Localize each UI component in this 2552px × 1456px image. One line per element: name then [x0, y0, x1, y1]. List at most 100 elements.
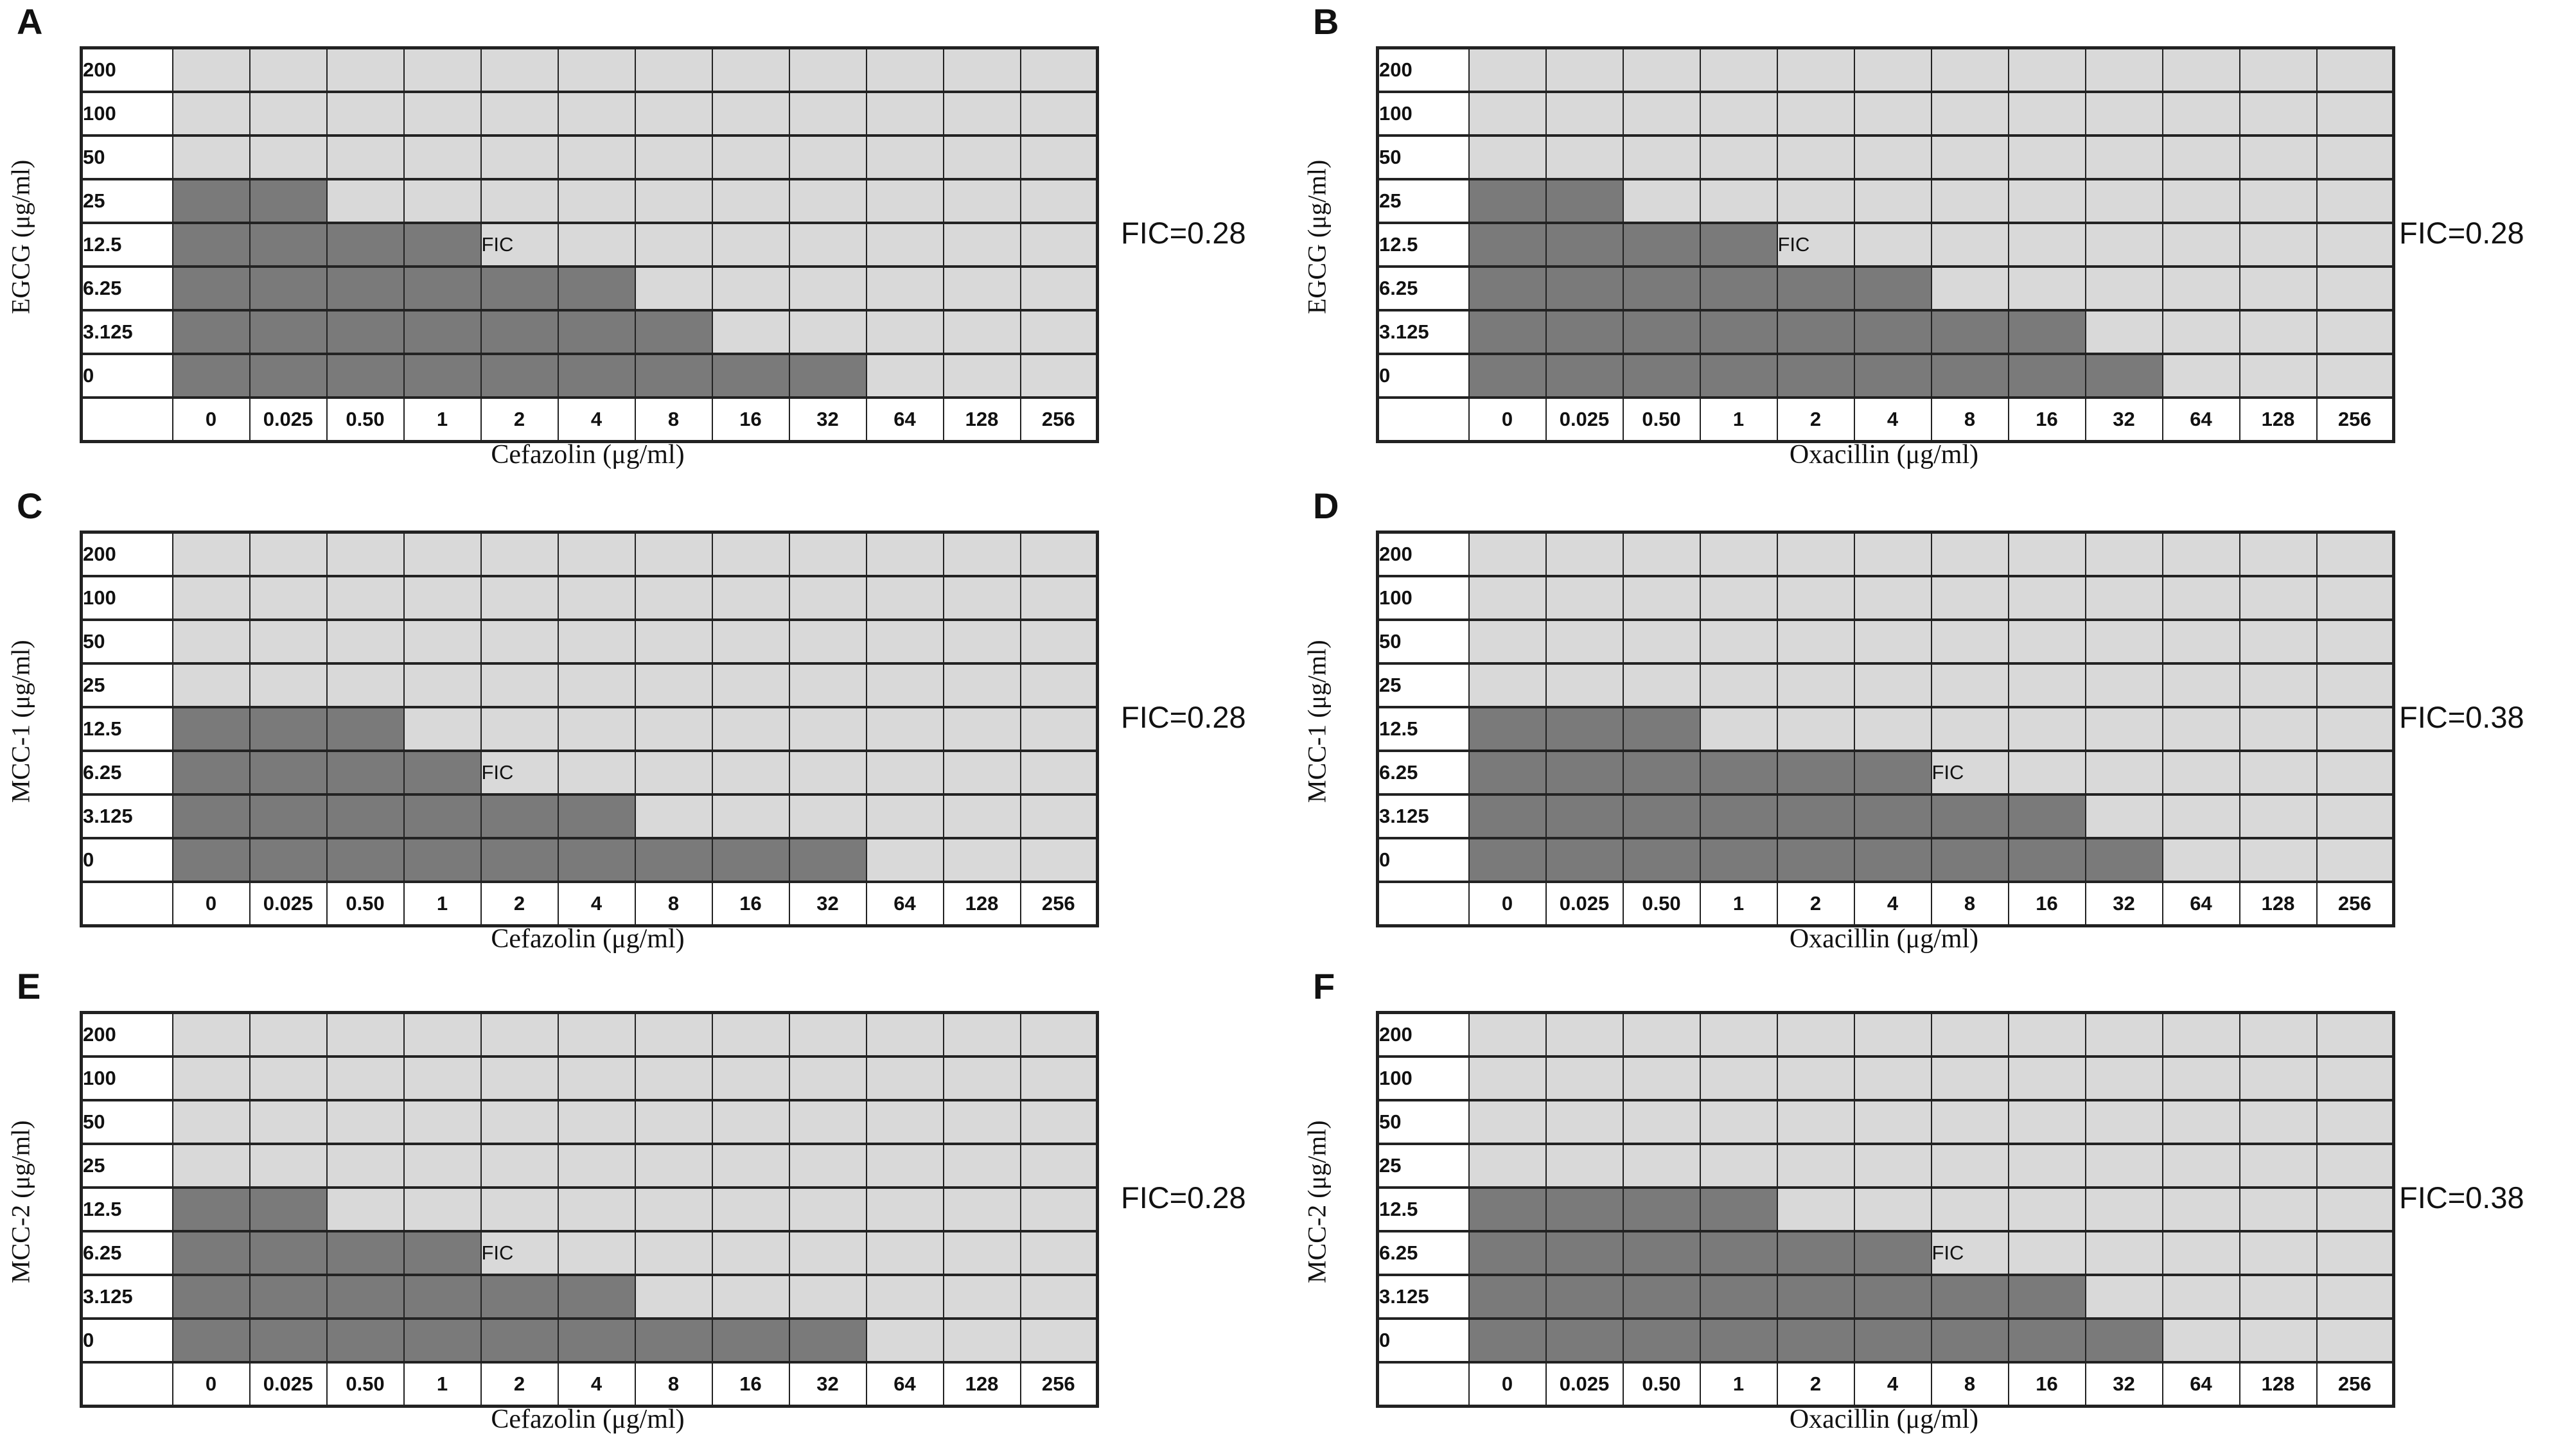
grid-row: 12.5 FIC	[1377, 222, 2395, 268]
growth-cell	[326, 309, 405, 355]
checkerboard-grid: 200 100 50 25 12.5 6.25 FIC 3.125 0 0 0.025 0.50 1 2 4…	[1376, 1011, 2395, 1408]
clear-cell	[942, 1317, 1021, 1364]
growth-cell	[1545, 706, 1624, 752]
clear-cell	[2239, 531, 2318, 577]
clear-cell	[557, 750, 636, 796]
growth-cell	[1468, 178, 1547, 224]
growth-cell	[1930, 837, 2009, 883]
growth-cell	[403, 1317, 482, 1364]
growth-cell	[2084, 353, 2163, 399]
corner-cell	[1377, 1361, 1470, 1408]
clear-cell	[326, 618, 405, 665]
clear-cell	[2161, 222, 2240, 268]
col-label-cell: 256	[2316, 396, 2395, 443]
col-label-cell: 4	[557, 881, 636, 927]
col-label-cell: 16	[711, 881, 790, 927]
col-label-row: 0 0.025 0.50 1 2 4 8 16 32 64 128 256	[1377, 1361, 2395, 1408]
growth-cell	[1853, 353, 1932, 399]
growth-cell	[1853, 1317, 1932, 1364]
grid-row: 200	[1377, 46, 2395, 93]
col-label-cell: 1	[403, 396, 482, 443]
col-label-cell: 64	[865, 396, 944, 443]
growth-cell	[1853, 1274, 1932, 1320]
col-label-cell: 128	[942, 1361, 1021, 1408]
row-label-cell: 25	[1377, 178, 1470, 224]
growth-cell	[711, 353, 790, 399]
growth-cell	[249, 1274, 328, 1320]
clear-cell	[1699, 178, 1778, 224]
col-label-cell: 64	[2161, 881, 2240, 927]
clear-cell	[2316, 265, 2395, 311]
growth-cell	[1853, 1230, 1932, 1276]
clear-cell	[172, 662, 251, 708]
row-label-cell: 6.25	[80, 265, 173, 311]
clear-cell	[1853, 1055, 1932, 1101]
fic-value-text: FIC=0.28	[1121, 1180, 1246, 1215]
growth-cell	[557, 837, 636, 883]
col-label-cell: 64	[865, 1361, 944, 1408]
clear-cell	[2007, 706, 2086, 752]
clear-cell	[2316, 1055, 2395, 1101]
clear-cell	[2161, 265, 2240, 311]
growth-cell	[249, 1186, 328, 1232]
clear-cell	[634, 222, 713, 268]
growth-cell	[326, 750, 405, 796]
col-label-cell: 0	[1468, 881, 1547, 927]
clear-cell	[326, 1011, 405, 1058]
col-label-cell: 0.025	[1545, 396, 1624, 443]
clear-cell	[1622, 662, 1701, 708]
row-label-cell: 100	[1377, 91, 1470, 137]
growth-cell	[557, 793, 636, 839]
clear-cell	[711, 618, 790, 665]
col-label-cell: 1	[1699, 396, 1778, 443]
growth-cell	[557, 309, 636, 355]
grid-row: 0	[1377, 353, 2395, 399]
clear-cell	[480, 575, 559, 621]
fic-marker-cell: FIC	[480, 750, 559, 796]
clear-cell	[1468, 46, 1547, 93]
clear-cell	[1019, 575, 1098, 621]
clear-cell	[249, 46, 328, 93]
clear-cell	[480, 531, 559, 577]
growth-cell	[1930, 793, 2009, 839]
growth-cell	[249, 309, 328, 355]
clear-cell	[865, 662, 944, 708]
clear-cell	[2239, 1274, 2318, 1320]
clear-cell	[326, 1055, 405, 1101]
col-label-cell: 1	[403, 881, 482, 927]
clear-cell	[634, 1230, 713, 1276]
clear-cell	[557, 1055, 636, 1101]
growth-cell	[711, 837, 790, 883]
clear-cell	[2084, 1143, 2163, 1189]
col-label-cell: 32	[788, 1361, 867, 1408]
growth-cell	[1468, 1274, 1547, 1320]
row-label-cell: 0	[1377, 837, 1470, 883]
clear-cell	[634, 706, 713, 752]
col-label-cell: 4	[557, 1361, 636, 1408]
clear-cell	[2316, 706, 2395, 752]
row-label-cell: 50	[80, 618, 173, 665]
clear-cell	[1930, 91, 2009, 137]
clear-cell	[403, 178, 482, 224]
growth-cell	[172, 837, 251, 883]
row-label-cell: 50	[80, 134, 173, 180]
clear-cell	[788, 1230, 867, 1276]
x-axis-label: Oxacillin (μg/ml)	[1789, 440, 1979, 469]
growth-cell	[1776, 1230, 1855, 1276]
growth-cell	[2007, 837, 2086, 883]
clear-cell	[2084, 91, 2163, 137]
grid-row: 0	[80, 353, 1098, 399]
grid-row: 25	[80, 1143, 1098, 1189]
row-label-cell: 200	[80, 531, 173, 577]
clear-cell	[1853, 134, 1932, 180]
row-label-cell: 3.125	[1377, 1274, 1470, 1320]
growth-cell	[403, 750, 482, 796]
growth-cell	[1622, 750, 1701, 796]
growth-cell	[326, 793, 405, 839]
clear-cell	[1019, 265, 1098, 311]
clear-cell	[2316, 1099, 2395, 1145]
clear-cell	[634, 1143, 713, 1189]
checkerboard-grid: 200 100 50 25 12.5 FIC 6.25 3.125 0 0 0.025 0.50 1 2 4…	[80, 46, 1099, 443]
clear-cell	[1468, 91, 1547, 137]
